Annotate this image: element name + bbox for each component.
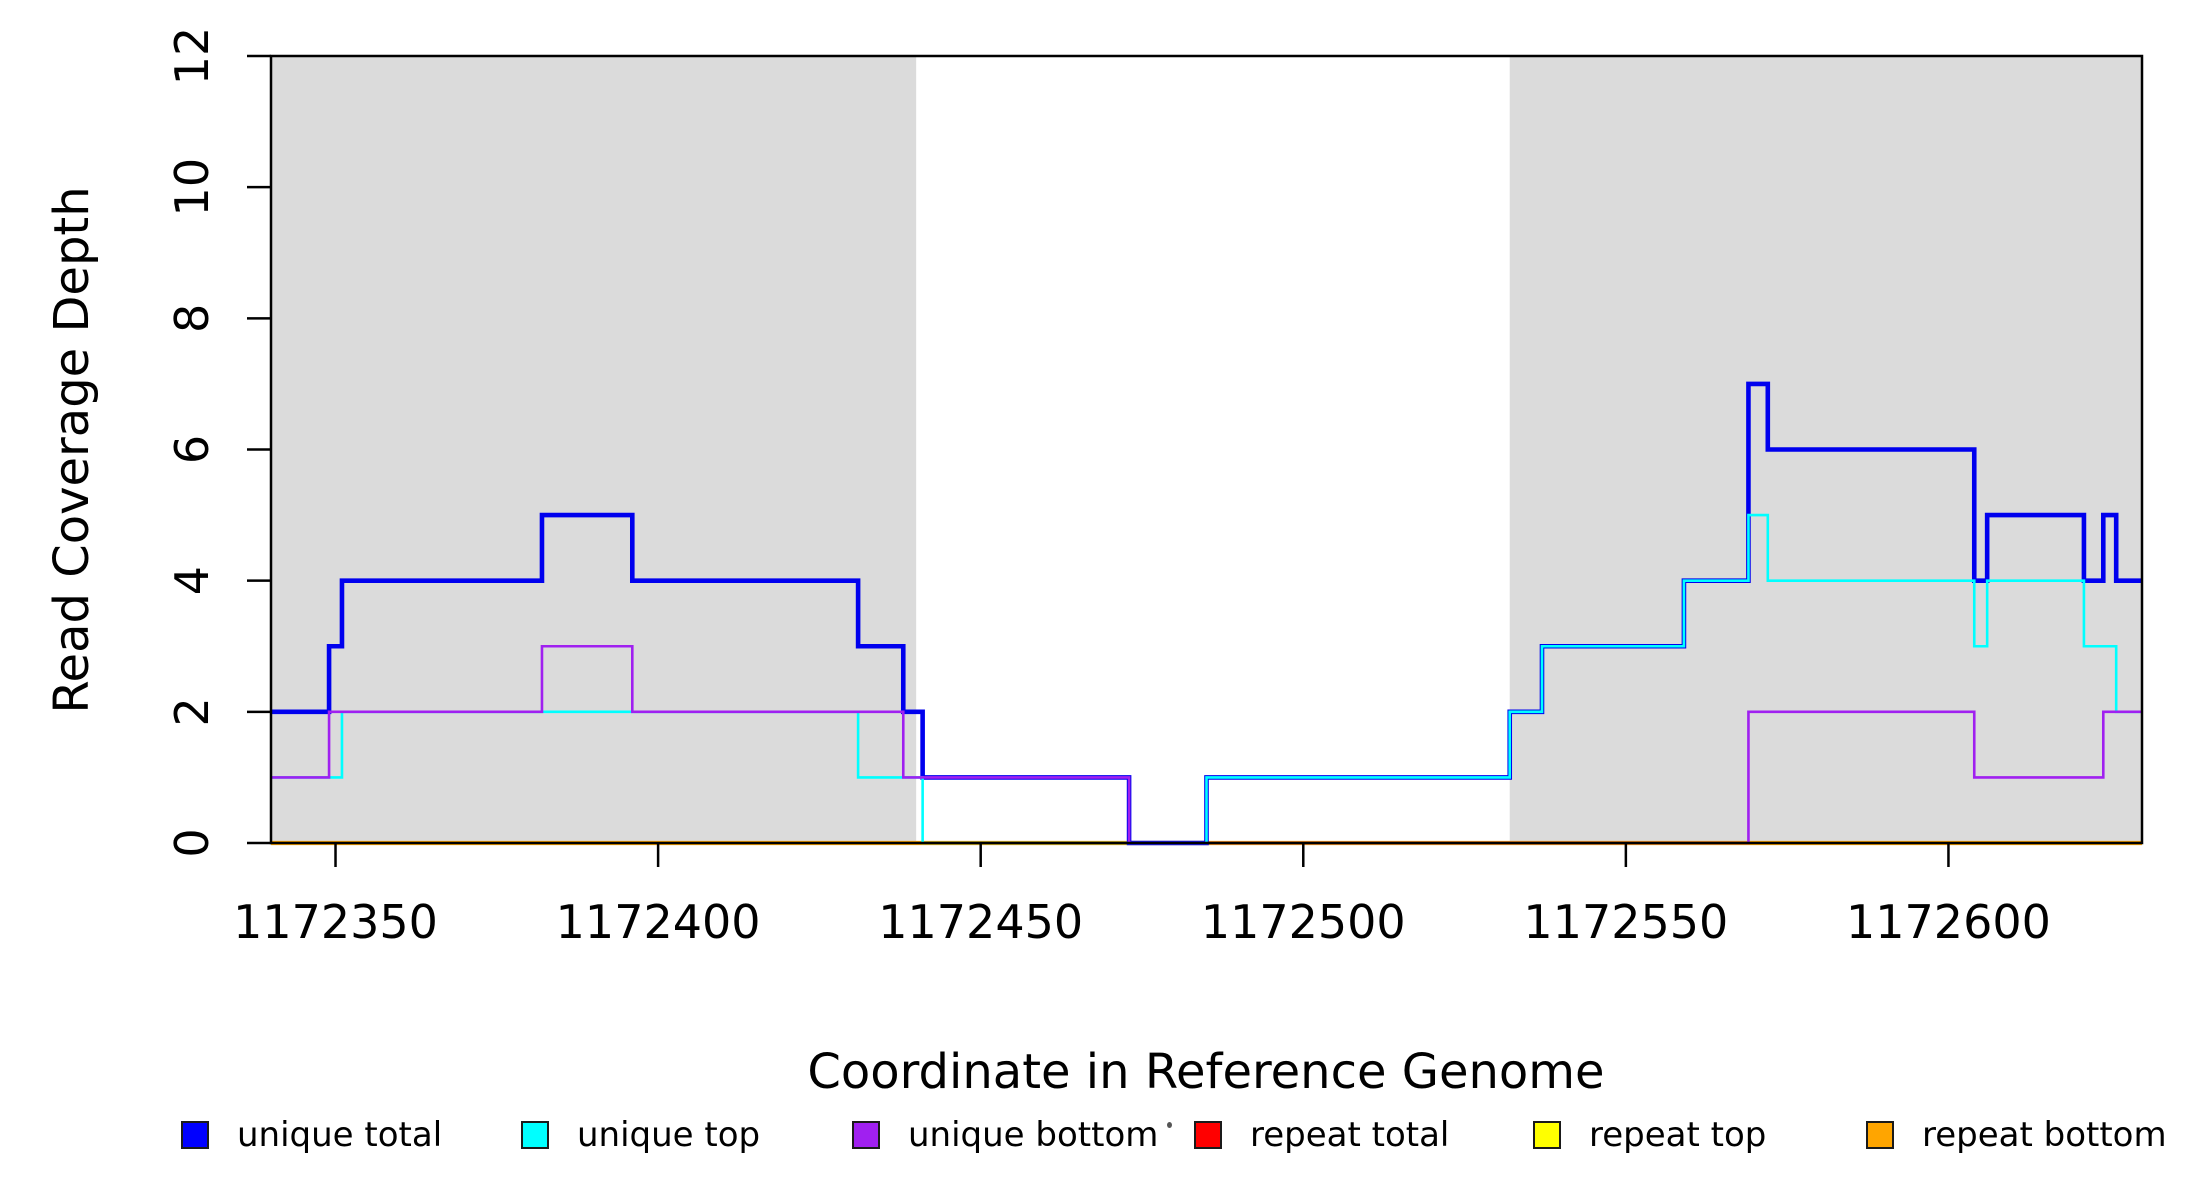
x-axis-ticks: 1172350 1172400 1172450 1172500 1172550 11726… bbox=[233, 843, 2051, 949]
y-tick-label: 2 bbox=[165, 697, 219, 726]
x-tick-label: 1172600 bbox=[1846, 895, 2051, 949]
y-tick-label: 10 bbox=[165, 158, 219, 217]
x-tick-label: 1172450 bbox=[878, 895, 1083, 949]
x-tick-label: 1172550 bbox=[1523, 895, 1728, 949]
series-unique-top bbox=[271, 513, 2142, 845]
series-unique-bottom bbox=[271, 644, 2142, 845]
y-axis-ticks: 0 2 4 6 8 10 12 bbox=[165, 27, 271, 858]
y-tick-label: 8 bbox=[165, 304, 219, 333]
x-tick-label: 1172400 bbox=[556, 895, 761, 949]
x-tick-label: 1172350 bbox=[233, 895, 438, 949]
y-tick-label: 12 bbox=[165, 27, 219, 86]
shaded-region bbox=[271, 56, 917, 843]
y-tick-label: 0 bbox=[165, 828, 219, 857]
y-tick-label: 4 bbox=[165, 566, 219, 595]
y-axis-label: Read Coverage Depth bbox=[44, 186, 100, 713]
x-tick-label: 1172500 bbox=[1201, 895, 1406, 949]
x-axis-label: Coordinate in Reference Genome bbox=[807, 1044, 1604, 1100]
y-tick-label: 6 bbox=[165, 435, 219, 464]
